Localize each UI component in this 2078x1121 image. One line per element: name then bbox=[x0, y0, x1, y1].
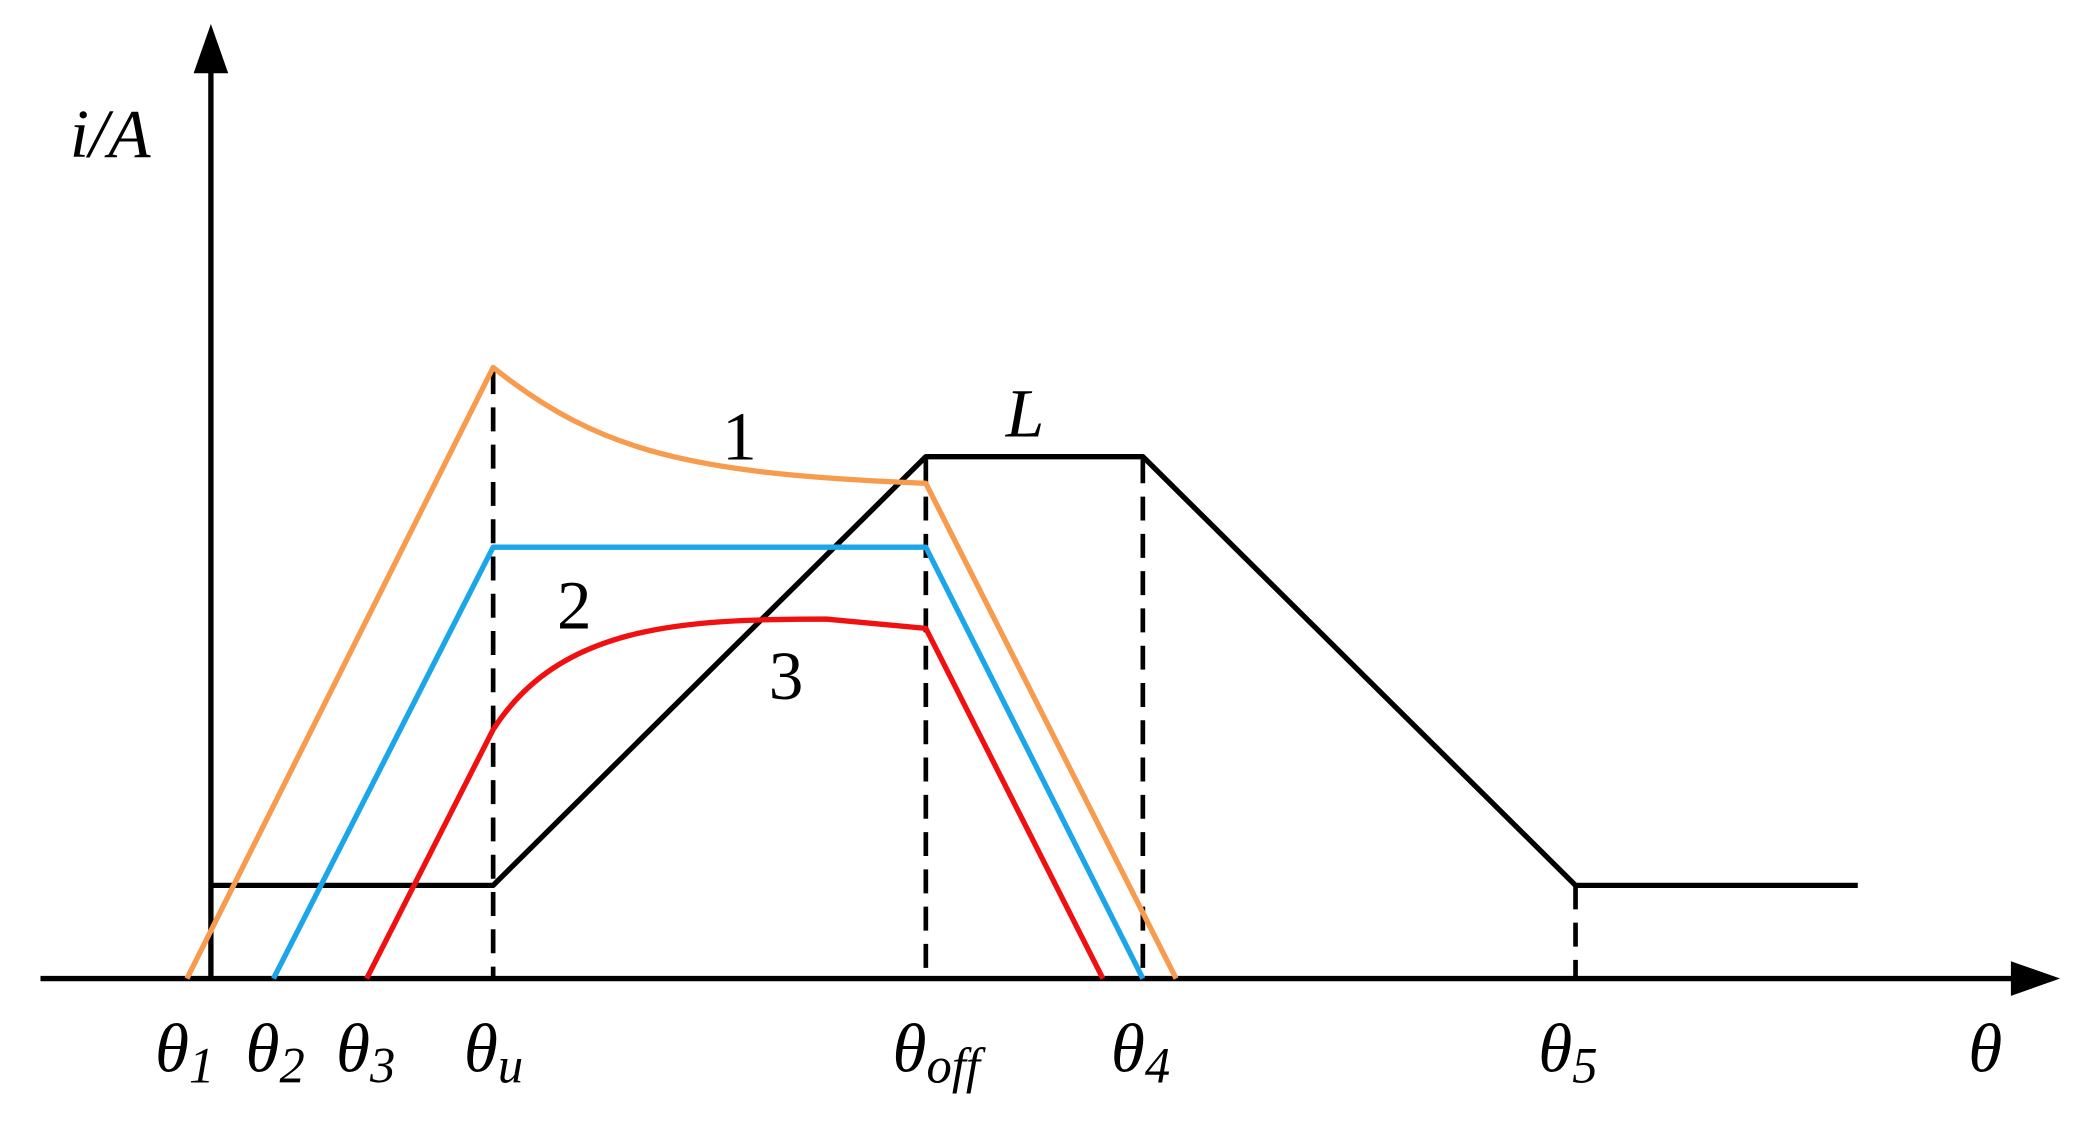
inductance-label: L bbox=[1005, 375, 1044, 452]
angle-symbol: θ bbox=[464, 1010, 498, 1087]
angle-label: θu bbox=[464, 1010, 523, 1094]
curve-label: 3 bbox=[769, 637, 804, 714]
inductance-curve bbox=[210, 453, 1858, 889]
angle-subscript: off bbox=[927, 1037, 986, 1093]
angle-subscript: 4 bbox=[1145, 1037, 1170, 1093]
angle-subscript: 2 bbox=[280, 1037, 305, 1093]
angle-subscript: 3 bbox=[369, 1037, 395, 1093]
angle-label: θ1 bbox=[155, 1010, 214, 1094]
y-axis-label: i/A bbox=[70, 95, 151, 172]
x-axis-label: θ bbox=[1968, 1010, 2002, 1087]
angle-symbol: θ bbox=[336, 1010, 370, 1087]
angle-symbol: θ bbox=[1111, 1010, 1145, 1087]
current-curve-2 bbox=[271, 544, 1146, 980]
angle-subscript: 1 bbox=[189, 1037, 214, 1093]
angle-symbol: θ bbox=[155, 1010, 189, 1087]
angle-label: θoff bbox=[893, 1010, 986, 1094]
angle-subscript: u bbox=[498, 1037, 523, 1093]
angle-symbol: θ bbox=[246, 1010, 280, 1087]
angle-label: θ2 bbox=[246, 1010, 305, 1094]
angle-label: θ3 bbox=[336, 1010, 395, 1094]
y-arrow bbox=[193, 23, 229, 74]
curve-label: 2 bbox=[557, 566, 592, 643]
angle-symbol: θ bbox=[1538, 1010, 1572, 1087]
angle-labels: θ1 θ2 θ3 θu θoff θ4 θ5 bbox=[155, 1010, 1598, 1094]
x-arrow bbox=[2010, 961, 2061, 996]
current-curve-1 bbox=[184, 364, 1179, 980]
curve-label: 1 bbox=[722, 397, 757, 474]
angle-symbol: θ bbox=[893, 1010, 927, 1087]
angle-label: θ4 bbox=[1111, 1010, 1170, 1094]
angle-label: θ5 bbox=[1538, 1010, 1597, 1094]
current-curve-3 bbox=[364, 616, 1106, 980]
angle-subscript: 5 bbox=[1572, 1037, 1597, 1093]
